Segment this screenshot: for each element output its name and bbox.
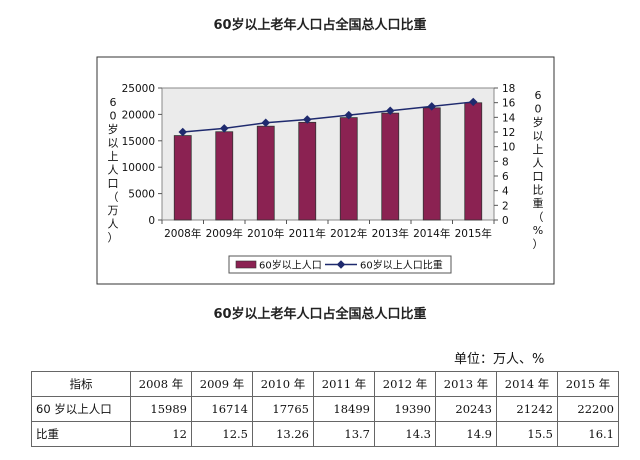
line-point xyxy=(303,115,312,124)
header-cell: 指标 xyxy=(31,371,131,397)
x-tick-label: 2012年 xyxy=(330,227,367,240)
data-table: 指标 2008 年 2009 年 2010 年 2011 年 2012 年 20… xyxy=(31,371,619,447)
line-point xyxy=(344,110,353,120)
y-tick-label: 10000 xyxy=(122,162,155,174)
bar xyxy=(381,112,400,221)
x-tick-label: 2009年 xyxy=(206,227,243,240)
y2-tick-label: 8 xyxy=(502,156,509,168)
header-cell: 2015 年 xyxy=(557,371,619,397)
table-row: 60 岁以上人口 15989 16714 17765 18499 19390 2… xyxy=(31,396,619,422)
bar xyxy=(173,135,192,221)
row-label: 60 岁以上人口 xyxy=(31,396,131,422)
x-tick-label: 2015年 xyxy=(455,227,492,240)
header-cell: 2009 年 xyxy=(191,371,253,397)
table-title: 60岁以上老年人口占全国总人口比重 xyxy=(213,307,427,322)
row-label: 比重 xyxy=(31,421,131,447)
table-cell: 17765 xyxy=(252,396,314,422)
bar xyxy=(298,121,317,221)
combo-chart: 0 5000 10000 15000 20000 25000 0 2 4 6 8 10 12 14 16 18… xyxy=(96,56,555,285)
y-tick-label: 25000 xyxy=(122,83,155,95)
header-cell: 2011 年 xyxy=(313,371,375,397)
table-cell: 20243 xyxy=(435,396,497,422)
header-cell: 2012 年 xyxy=(374,371,436,397)
line-point xyxy=(469,97,478,107)
table-cell: 19390 xyxy=(374,396,436,422)
x-tick-label: 2013年 xyxy=(372,227,409,240)
line-point xyxy=(220,124,229,133)
y-tick-label: 20000 xyxy=(122,109,155,121)
y2-tick-label: 18 xyxy=(502,83,515,95)
plot-area xyxy=(161,87,495,221)
y2-tick-label: 2 xyxy=(502,200,509,212)
y-tick-label: 5000 xyxy=(128,189,155,201)
legend-line-marker xyxy=(336,260,346,269)
legend-line-label: 60岁以上人口比重 xyxy=(360,259,443,272)
table-row: 比重 12 12.5 13.26 13.7 14.3 14.9 15.5 16.… xyxy=(31,421,619,447)
bar xyxy=(256,125,275,221)
table-cell: 16714 xyxy=(191,396,253,422)
y2-tick-label: 0 xyxy=(502,215,509,227)
y2-tick-label: 10 xyxy=(502,142,515,154)
table-cell: 13.7 xyxy=(313,421,375,447)
x-tick-label: 2008年 xyxy=(164,227,201,240)
line-point xyxy=(386,106,395,115)
bar xyxy=(422,107,441,221)
y2-tick-label: 12 xyxy=(502,127,515,139)
header-cell: 2013 年 xyxy=(435,371,497,397)
line-point xyxy=(261,118,270,128)
legend-bar-label: 60岁以上人口 xyxy=(259,259,322,272)
y-tick-label: 15000 xyxy=(122,136,155,148)
x-tick-label: 2010年 xyxy=(247,227,284,240)
y2-tick-label: 16 xyxy=(502,98,516,110)
y-tick-label: 0 xyxy=(148,215,155,227)
table-cell: 12 xyxy=(130,421,192,447)
table-cell: 22200 xyxy=(557,396,619,422)
table-cell: 15.5 xyxy=(496,421,558,447)
line-point xyxy=(178,127,187,137)
table-cell: 14.9 xyxy=(435,421,497,447)
table-cell: 14.3 xyxy=(374,421,436,447)
bar xyxy=(215,131,234,221)
y2-tick-label: 4 xyxy=(502,186,509,198)
chart-title: 60岁以上老年人口占全国总人口比重 xyxy=(213,18,427,33)
table-cell: 18499 xyxy=(313,396,375,422)
bar xyxy=(339,117,358,221)
table-header-row: 指标 2008 年 2009 年 2010 年 2011 年 2012 年 20… xyxy=(31,371,619,397)
header-cell: 2014 年 xyxy=(496,371,558,397)
table-cell: 16.1 xyxy=(557,421,619,447)
y2-tick-label: 14 xyxy=(502,112,516,124)
unit-label: 单位：万人、% xyxy=(454,352,545,367)
table-cell: 13.26 xyxy=(252,421,314,447)
y2-tick-label: 6 xyxy=(502,171,509,183)
line-point xyxy=(427,102,436,111)
table-cell: 21242 xyxy=(496,396,558,422)
x-tick-label: 2011年 xyxy=(289,227,326,240)
table-cell: 12.5 xyxy=(191,421,253,447)
y-axis-label: 6 0 岁以上人口（万人） xyxy=(108,96,119,244)
bar xyxy=(464,102,483,221)
header-cell: 2008 年 xyxy=(130,371,192,397)
line-series xyxy=(182,101,474,133)
table-cell: 15989 xyxy=(130,396,192,422)
legend-bar-swatch xyxy=(235,260,257,269)
x-tick-label: 2014年 xyxy=(413,227,450,240)
y2-axis-label: 6 0 岁以上人口比重（%） xyxy=(533,89,544,251)
header-cell: 2010 年 xyxy=(252,371,314,397)
